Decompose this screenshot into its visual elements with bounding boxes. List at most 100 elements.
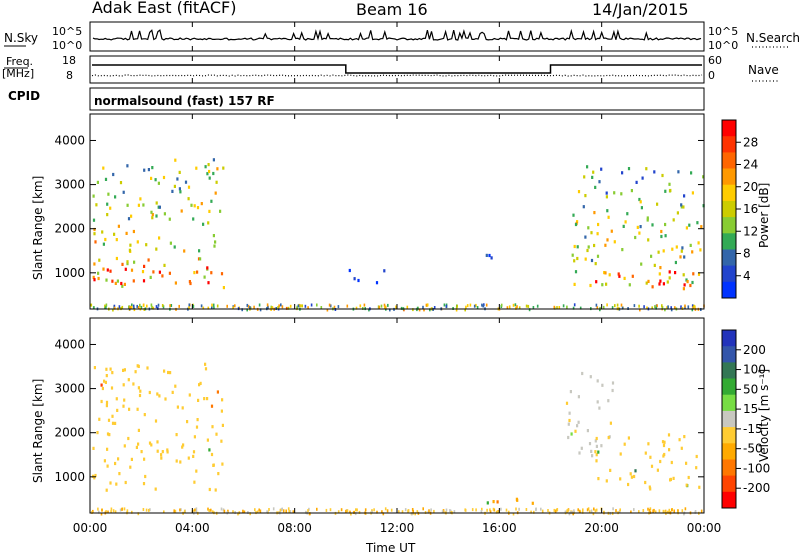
- range-gate-cell: [103, 459, 106, 463]
- range-gate-cell: [613, 191, 616, 195]
- range-gate-cell: [169, 241, 172, 245]
- range-gate-cell: [134, 370, 137, 374]
- ground-scatter-cell: [530, 510, 532, 514]
- range-gate-cell: [589, 283, 592, 288]
- power-colorbar-tick-label: 24: [743, 158, 758, 172]
- ground-scatter-cell: [473, 304, 476, 308]
- ground-scatter-cell: [694, 510, 697, 513]
- range-gate-cell: [573, 282, 576, 286]
- ground-scatter-cell: [123, 507, 126, 511]
- ground-scatter-cell: [586, 508, 589, 512]
- range-gate-cell: [143, 457, 146, 461]
- ground-scatter-cell: [497, 510, 500, 514]
- ground-scatter-cell: [119, 508, 122, 512]
- nsearch-label: N.Search: [746, 31, 800, 45]
- range-gate-cell: [576, 220, 579, 224]
- range-gate-cell: [653, 170, 656, 174]
- range-gate-cell: [146, 366, 149, 370]
- ground-scatter-cell: [445, 304, 448, 308]
- range-gate-cell: [93, 232, 96, 236]
- ground-scatter-cell: [387, 303, 389, 307]
- ground-scatter-cell: [654, 510, 657, 514]
- range-gate-cell: [690, 171, 693, 175]
- range-gate-cell: [659, 266, 662, 270]
- range-gate-cell: [174, 158, 177, 162]
- ytick-label: 3000: [54, 382, 85, 396]
- range-gate-cell: [204, 362, 207, 366]
- range-gate-cell: [143, 413, 146, 417]
- range-gate-cell: [137, 386, 140, 390]
- ground-scatter-cell: [216, 304, 219, 308]
- ground-scatter-cell: [299, 304, 302, 308]
- range-gate-cell: [609, 421, 612, 425]
- range-gate-cell: [592, 170, 595, 174]
- cpid-text: normalsound (fast) 157 RF: [94, 94, 275, 108]
- ground-scatter-cell: [691, 304, 694, 308]
- ground-scatter-cell: [692, 306, 694, 310]
- ground-scatter-cell: [556, 306, 558, 310]
- range-gate-cell: [93, 366, 96, 370]
- range-gate-cell: [193, 271, 196, 275]
- range-gate-cell: [127, 378, 130, 382]
- xtick-label: 16:00: [482, 521, 517, 535]
- range-gate-cell: [122, 383, 125, 387]
- range-gate-cell: [595, 459, 598, 463]
- ground-scatter-cell: [267, 305, 269, 309]
- range-gate-cell: [627, 167, 631, 171]
- ground-scatter-cell: [693, 304, 695, 308]
- ground-scatter-cell: [270, 305, 273, 309]
- range-gate-cell: [597, 477, 600, 481]
- ground-scatter-cell: [355, 508, 357, 512]
- ground-scatter-cell: [639, 308, 641, 312]
- range-gate-cell: [624, 220, 627, 224]
- range-gate-cell: [633, 474, 636, 479]
- range-gate-cell: [613, 240, 616, 244]
- ground-scatter-cell: [195, 510, 198, 513]
- range-gate-cell: [126, 164, 129, 168]
- range-gate-cell: [663, 440, 666, 444]
- range-gate-cell: [114, 421, 117, 425]
- range-gate-cell: [93, 278, 96, 282]
- ground-scatter-cell: [194, 508, 196, 512]
- range-gate-cell: [695, 466, 698, 470]
- range-gate-cell: [619, 452, 622, 456]
- range-gate-cell: [115, 482, 118, 486]
- range-gate-cell: [97, 271, 100, 275]
- ground-scatter-cell: [223, 509, 226, 513]
- range-gate-cell: [691, 280, 694, 285]
- ground-scatter-cell: [445, 508, 448, 512]
- range-gate-cell: [212, 171, 215, 176]
- range-gate-cell: [181, 406, 184, 410]
- power-colorbar-swatch: [722, 233, 736, 250]
- velocity-colorbar-swatch: [722, 330, 736, 347]
- range-gate-cell: [584, 194, 587, 198]
- ground-scatter-cell: [653, 508, 655, 512]
- ground-scatter-cell: [329, 508, 332, 512]
- range-gate-cell: [139, 389, 142, 393]
- ground-scatter-cell: [222, 508, 225, 512]
- range-gate-cell: [111, 421, 115, 425]
- ground-scatter-cell: [532, 306, 535, 309]
- ground-scatter-cell: [241, 308, 243, 312]
- ground-scatter-cell: [638, 304, 640, 308]
- ground-scatter-cell: [359, 304, 362, 308]
- range-gate-cell: [197, 398, 200, 402]
- range-gate-cell: [199, 257, 202, 261]
- velocity-colorbar-swatch: [722, 346, 736, 363]
- ground-scatter-cell: [423, 308, 425, 312]
- ground-scatter-cell: [662, 509, 665, 513]
- range-gate-cell: [105, 278, 108, 282]
- range-gate-cell: [623, 276, 626, 280]
- ground-scatter-cell: [506, 306, 509, 310]
- range-gate-cell: [691, 191, 694, 195]
- range-gate-cell: [175, 459, 178, 463]
- ground-scatter-cell: [588, 510, 591, 514]
- range-gate-cell: [144, 474, 147, 479]
- ground-scatter-cell: [416, 306, 419, 310]
- range-gate-cell: [187, 185, 191, 189]
- ground-scatter-cell: [105, 306, 107, 310]
- range-gate-cell: [590, 231, 593, 235]
- range-gate-cell: [119, 181, 123, 185]
- range-gate-cell: [496, 500, 499, 504]
- range-gate-cell: [587, 226, 590, 230]
